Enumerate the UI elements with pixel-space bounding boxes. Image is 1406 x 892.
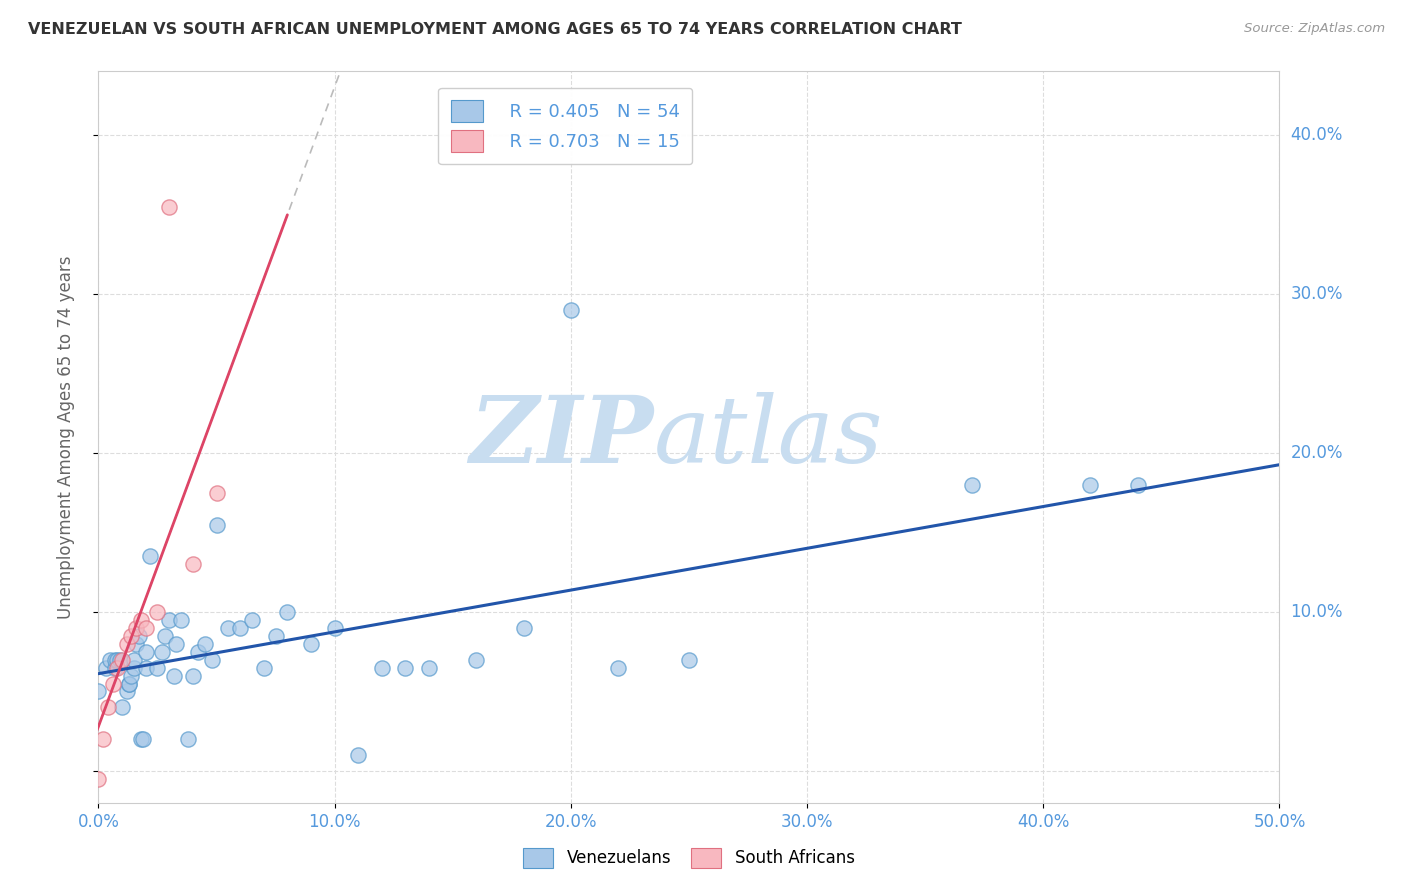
Point: [276, 605, 298, 619]
Point: [217, 621, 239, 635]
Point: [165, 637, 187, 651]
Point: [104, 660, 127, 674]
Point: [264, 629, 287, 643]
Point: [128, 629, 150, 643]
Point: [465, 653, 488, 667]
Point: [146, 605, 169, 619]
Text: 30.0%: 30.0%: [1291, 285, 1343, 303]
Point: [111, 700, 134, 714]
Point: [205, 485, 228, 500]
Point: [118, 676, 141, 690]
Point: [181, 558, 204, 572]
Point: [101, 676, 124, 690]
Text: Source: ZipAtlas.com: Source: ZipAtlas.com: [1244, 22, 1385, 36]
Point: [135, 645, 157, 659]
Point: [170, 613, 193, 627]
Point: [121, 629, 143, 643]
Point: [129, 732, 152, 747]
Point: [229, 621, 252, 635]
Text: atlas: atlas: [654, 392, 883, 482]
Point: [135, 621, 157, 635]
Point: [118, 676, 141, 690]
Point: [1080, 477, 1102, 491]
Point: [418, 660, 440, 674]
Point: [177, 732, 200, 747]
Point: [1126, 477, 1149, 491]
Point: [146, 660, 169, 674]
Point: [187, 645, 209, 659]
Text: 20.0%: 20.0%: [1291, 444, 1343, 462]
Point: [371, 660, 394, 674]
Point: [91, 732, 114, 747]
Point: [94, 660, 117, 674]
Point: [157, 200, 180, 214]
Point: [299, 637, 322, 651]
Point: [194, 637, 217, 651]
Point: [122, 653, 145, 667]
Legend: Venezuelans, South Africans: Venezuelans, South Africans: [516, 841, 862, 875]
Point: [121, 668, 143, 682]
Point: [201, 653, 224, 667]
Point: [150, 645, 173, 659]
Text: ZIP: ZIP: [470, 392, 654, 482]
Point: [163, 668, 186, 682]
Point: [87, 772, 110, 786]
Point: [347, 748, 370, 763]
Point: [122, 660, 145, 674]
Point: [87, 684, 110, 698]
Point: [181, 668, 204, 682]
Point: [105, 653, 128, 667]
Point: [607, 660, 630, 674]
Point: [678, 653, 700, 667]
Legend:   R = 0.405   N = 54,   R = 0.703   N = 15: R = 0.405 N = 54, R = 0.703 N = 15: [439, 87, 692, 164]
Point: [135, 660, 157, 674]
Point: [157, 613, 180, 627]
Point: [560, 302, 582, 317]
Text: 10.0%: 10.0%: [1291, 603, 1343, 621]
Point: [115, 637, 138, 651]
Point: [125, 621, 148, 635]
Text: 40.0%: 40.0%: [1291, 126, 1343, 144]
Point: [104, 653, 127, 667]
Point: [125, 637, 148, 651]
Point: [132, 732, 155, 747]
Point: [98, 653, 121, 667]
Point: [394, 660, 416, 674]
Point: [205, 517, 228, 532]
Point: [153, 629, 176, 643]
Point: [105, 660, 128, 674]
Point: [512, 621, 534, 635]
Point: [111, 653, 134, 667]
Point: [115, 684, 138, 698]
Point: [97, 700, 120, 714]
Point: [108, 653, 131, 667]
Point: [139, 549, 162, 564]
Y-axis label: Unemployment Among Ages 65 to 74 years: Unemployment Among Ages 65 to 74 years: [56, 255, 75, 619]
Point: [323, 621, 346, 635]
Point: [253, 660, 276, 674]
Point: [962, 477, 984, 491]
Point: [129, 613, 152, 627]
Point: [240, 613, 263, 627]
Text: VENEZUELAN VS SOUTH AFRICAN UNEMPLOYMENT AMONG AGES 65 TO 74 YEARS CORRELATION C: VENEZUELAN VS SOUTH AFRICAN UNEMPLOYMENT…: [28, 22, 962, 37]
